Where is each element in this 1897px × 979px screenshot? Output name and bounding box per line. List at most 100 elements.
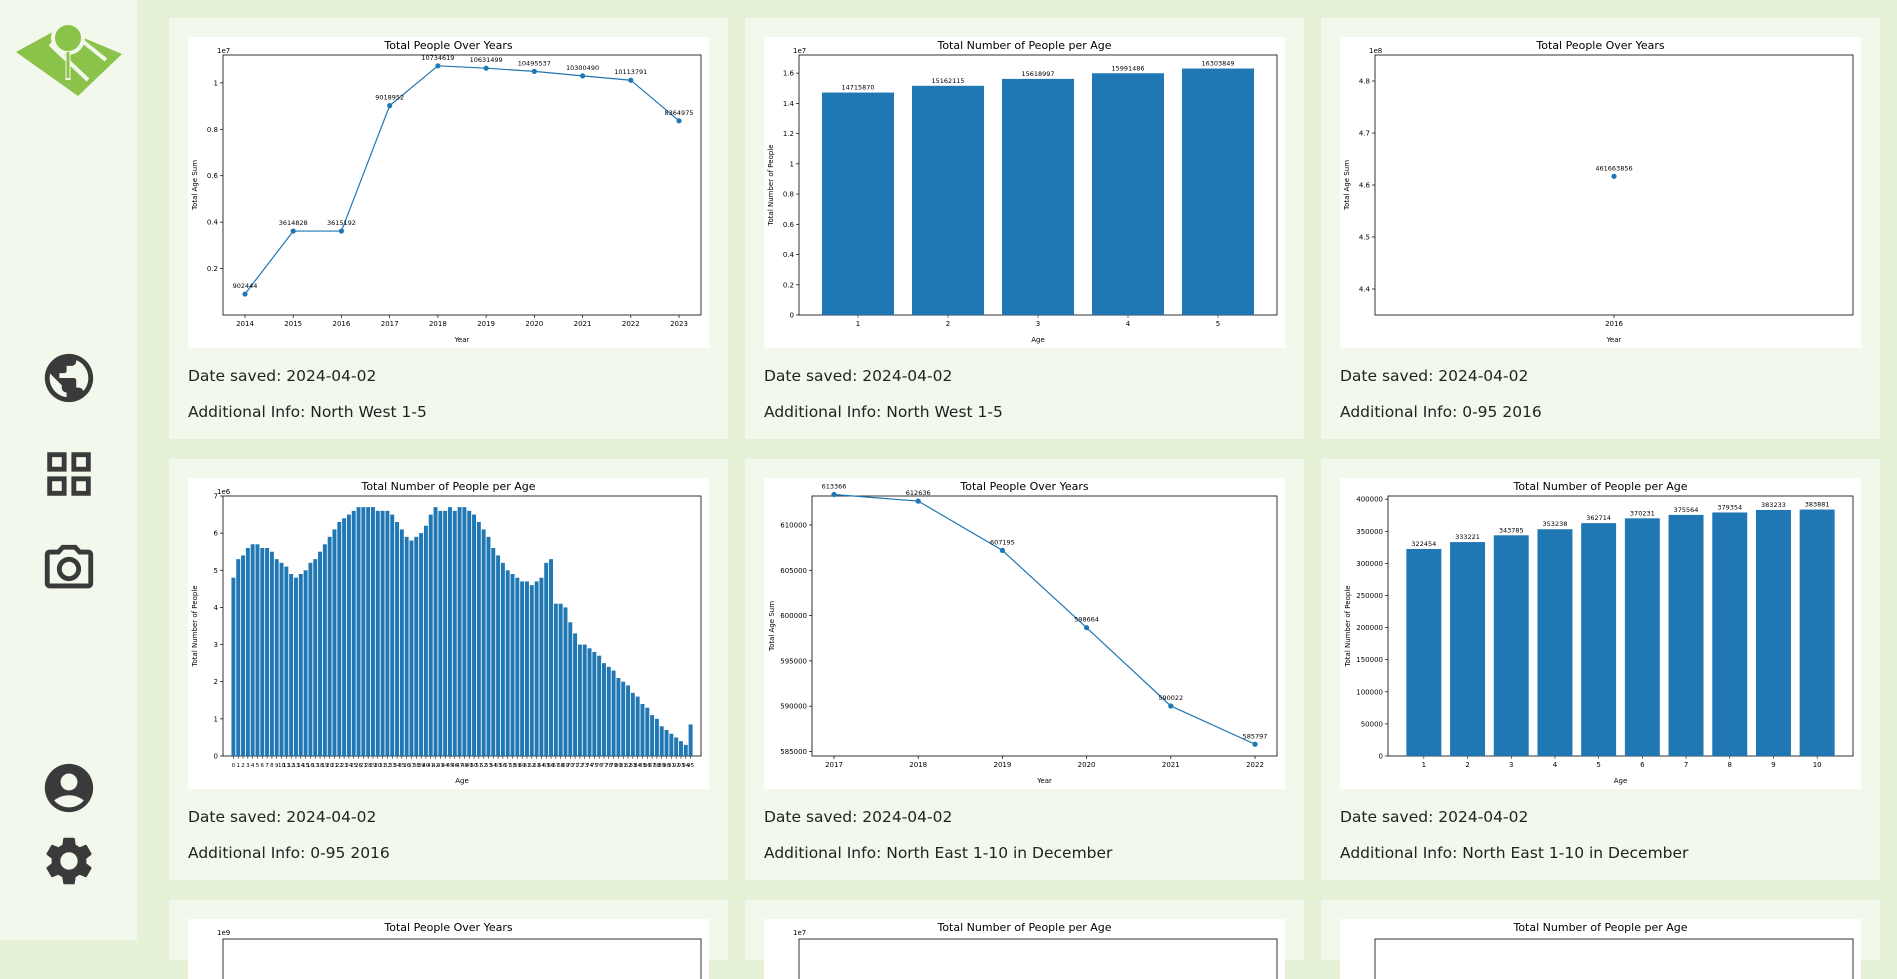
- additional-info: Additional Info: North West 1-5: [764, 403, 1003, 421]
- chart-title: Total Number of People per Age: [936, 921, 1111, 934]
- data-label: 10734619: [421, 54, 454, 62]
- bar: [366, 507, 371, 756]
- x-tick-label: 2022: [1246, 761, 1264, 769]
- chart-card[interactable]: Total Number of People per Age 1e7 0 0.2 0.4…: [745, 18, 1304, 439]
- x-tick-label: 2020: [1078, 761, 1096, 769]
- x-tick-label: 78: [605, 763, 612, 769]
- x-tick-label: 2019: [477, 320, 495, 328]
- x-tick-label: 2017: [825, 761, 843, 769]
- chart-card[interactable]: Total People Over Years 1e9: [169, 900, 728, 979]
- data-label: 15618997: [1021, 70, 1054, 78]
- bar: [1493, 535, 1529, 756]
- data-point: [831, 491, 837, 498]
- y-tick-label: 0.4: [207, 219, 219, 227]
- x-tick-label: 37: [408, 763, 415, 769]
- chart-card[interactable]: Total People Over Years 1e7 0.2 0.4 0.6 0.8 1 Y…: [169, 18, 728, 439]
- chart-title: Total People Over Years: [959, 480, 1088, 493]
- bar: [1537, 529, 1573, 756]
- x-tick-label: 3: [1509, 761, 1513, 769]
- bar: [395, 522, 400, 756]
- bar: [236, 559, 241, 756]
- y-tick-label: 250000: [1356, 592, 1383, 600]
- chart-image: Total Number of People per Age 1e7: [764, 919, 1285, 979]
- x-tick-label: 46: [451, 763, 458, 769]
- x-tick-label: 60: [519, 763, 526, 769]
- chart-card[interactable]: Total Number of People per Age 0 50000 1000…: [1321, 459, 1880, 880]
- x-tick-label: 43: [437, 763, 444, 769]
- data-label: 16303849: [1201, 60, 1234, 68]
- bar: [255, 544, 260, 756]
- x-tick-label: 56: [499, 763, 506, 769]
- bar: [544, 562, 549, 756]
- y-tick-label: 0: [790, 312, 794, 320]
- bar: [269, 551, 274, 756]
- bar: [457, 507, 462, 756]
- data-label: 8364975: [665, 109, 694, 117]
- bar: [539, 577, 544, 756]
- bar: [433, 507, 438, 756]
- bar: [640, 704, 645, 756]
- chart-title: Total People Over Years: [383, 921, 512, 934]
- chart-card[interactable]: Total Number of People per Age: [1321, 900, 1880, 979]
- sidebar: [0, 0, 137, 940]
- y-tick-label: 400000: [1356, 496, 1383, 504]
- bar: [308, 562, 313, 756]
- x-tick-label: 32: [384, 763, 391, 769]
- bar: [327, 536, 332, 756]
- x-tick-label: 52: [480, 763, 487, 769]
- x-tick-label: 2018: [909, 761, 927, 769]
- bar: [1581, 523, 1617, 756]
- y-axis-label: Total Number of People: [1344, 585, 1352, 667]
- settings-icon[interactable]: [40, 832, 98, 890]
- bar: [351, 510, 356, 756]
- data-label: 598664: [1074, 616, 1099, 624]
- data-label: 585797: [1243, 732, 1268, 740]
- data-point: [387, 103, 393, 109]
- map-pin-logo[interactable]: [10, 14, 128, 100]
- y-tick-label: 0.2: [207, 265, 218, 273]
- x-tick-label: 40: [422, 763, 429, 769]
- x-tick-label: 74: [586, 763, 593, 769]
- chart-image: Total Number of People per Age 1e6 0 1 2 3 4 5 6…: [188, 478, 709, 789]
- x-tick-label: 50: [471, 763, 478, 769]
- bar: [265, 548, 270, 756]
- bar: [669, 733, 674, 756]
- data-point: [1084, 625, 1090, 631]
- y-tick-label: 1.2: [783, 130, 794, 138]
- y-tick-label: 4.4: [1359, 286, 1371, 294]
- y-tick-label: 0.2: [783, 281, 794, 289]
- chart-card[interactable]: Total Number of People per Age 1e7: [745, 900, 1304, 979]
- y-tick-label: 4: [214, 604, 219, 612]
- data-label: 333221: [1455, 533, 1480, 541]
- y-axis-label: Total Number of People: [191, 585, 199, 667]
- camera-icon[interactable]: [40, 540, 98, 598]
- bar: [380, 510, 385, 756]
- line-chart: Total People Over Years 1e7 0.2 0.4 0.6 0.8 1 Y…: [191, 39, 702, 344]
- bar: [414, 536, 419, 756]
- chart-card[interactable]: Total Number of People per Age 1e6 0 1 2 3 4 5 6…: [169, 459, 728, 880]
- additional-info: Additional Info: North East 1-10 in Dece…: [764, 844, 1113, 862]
- data-label: 9018952: [375, 94, 404, 102]
- x-tick-label: 5: [256, 763, 260, 769]
- chart-image: Total People Over Years 1e8 4.4 4.5 4.6 4.7 4.…: [1340, 37, 1861, 348]
- series-line: [833, 493, 1256, 745]
- bar: [409, 540, 414, 756]
- additional-info: Additional Info: 0-95 2016: [1340, 403, 1542, 421]
- y-tick-label: 1.6: [783, 70, 795, 78]
- dashboard-icon[interactable]: [40, 445, 98, 503]
- x-tick-label: 2019: [993, 761, 1011, 769]
- scale-label: 1e7: [793, 929, 806, 937]
- bar-chart: Total Number of People per Age 0 50000 1000…: [1344, 480, 1854, 785]
- x-tick-label: 71: [572, 763, 579, 769]
- y-tick-label: 50000: [1361, 720, 1383, 728]
- chart-card[interactable]: Total People Over Years 1e8 4.4 4.5 4.6 4.7 4.…: [1321, 18, 1880, 439]
- scale-label: 1e7: [217, 47, 230, 55]
- x-tick-label: 10: [1813, 761, 1822, 769]
- x-tick-label: 8: [270, 763, 274, 769]
- data-point: [435, 63, 441, 69]
- bar: [1406, 548, 1442, 756]
- account-icon[interactable]: [40, 759, 98, 817]
- chart-card[interactable]: Total People Over Years 585000 590000 59500…: [745, 459, 1304, 880]
- x-tick-label: 26: [355, 763, 362, 769]
- globe-icon[interactable]: [40, 349, 98, 407]
